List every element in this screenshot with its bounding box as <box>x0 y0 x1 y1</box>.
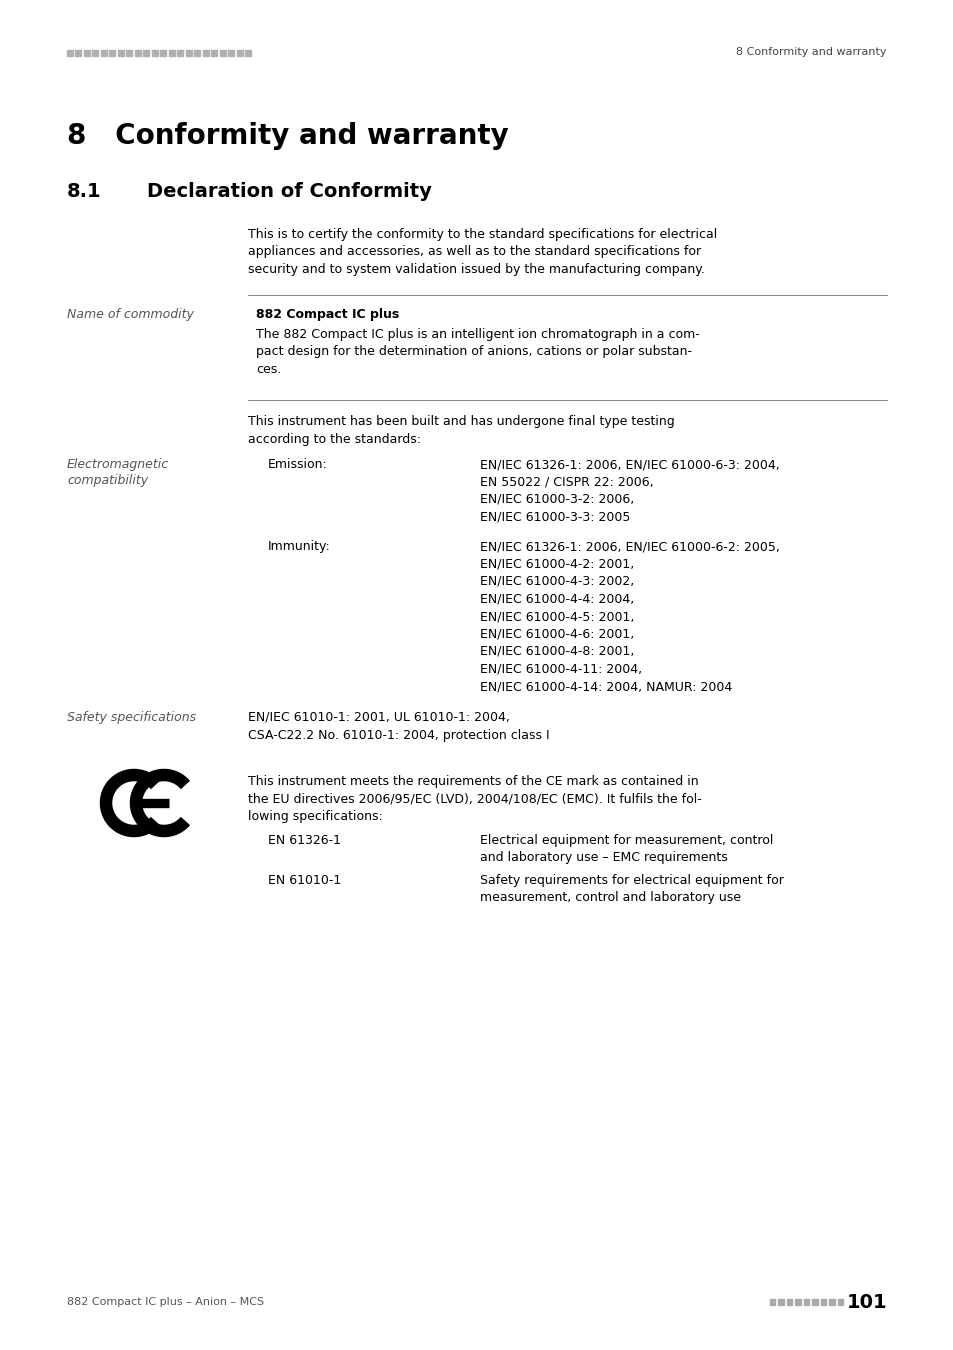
Bar <box>67 50 73 55</box>
Bar <box>229 50 234 55</box>
Bar <box>152 50 158 55</box>
Text: Immunity:: Immunity: <box>268 540 331 553</box>
Text: EN/IEC 61326-1: 2006, EN/IEC 61000-6-2: 2005,
EN/IEC 61000-4-2: 2001,
EN/IEC 610: EN/IEC 61326-1: 2006, EN/IEC 61000-6-2: … <box>479 540 779 693</box>
Bar <box>203 50 209 55</box>
Bar <box>160 50 167 55</box>
Text: 8.1: 8.1 <box>67 182 102 201</box>
Bar <box>236 50 243 55</box>
Bar <box>786 1299 792 1304</box>
Text: EN 61326-1: EN 61326-1 <box>268 834 340 846</box>
Bar <box>821 1299 825 1304</box>
Text: 882 Compact IC plus – Anion – MCS: 882 Compact IC plus – Anion – MCS <box>67 1297 264 1307</box>
Bar <box>84 50 90 55</box>
Text: This is to certify the conformity to the standard specifications for electrical
: This is to certify the conformity to the… <box>248 228 717 275</box>
Bar <box>186 50 192 55</box>
Text: EN/IEC 61326-1: 2006, EN/IEC 61000-6-3: 2004,
EN 55022 / CISPR 22: 2006,
EN/IEC : EN/IEC 61326-1: 2006, EN/IEC 61000-6-3: … <box>479 458 779 524</box>
Bar <box>118 50 124 55</box>
Text: compatibility: compatibility <box>67 474 148 487</box>
Bar <box>769 1299 775 1304</box>
Text: Name of commodity: Name of commodity <box>67 308 193 321</box>
Bar <box>803 1299 809 1304</box>
Text: EN/IEC 61010-1: 2001, UL 61010-1: 2004,
CSA-C22.2 No. 61010-1: 2004, protection : EN/IEC 61010-1: 2001, UL 61010-1: 2004, … <box>248 711 549 741</box>
Bar <box>101 50 107 55</box>
Text: Electromagnetic: Electromagnetic <box>67 458 169 471</box>
Text: This instrument has been built and has undergone final type testing
according to: This instrument has been built and has u… <box>248 414 674 446</box>
Bar <box>828 1299 834 1304</box>
Text: EN 61010-1: EN 61010-1 <box>268 873 341 887</box>
Text: 8 Conformity and warranty: 8 Conformity and warranty <box>736 47 886 57</box>
Bar <box>245 50 252 55</box>
Text: Declaration of Conformity: Declaration of Conformity <box>147 182 432 201</box>
Bar <box>143 50 150 55</box>
Bar <box>795 1299 801 1304</box>
Text: Safety requirements for electrical equipment for
measurement, control and labora: Safety requirements for electrical equip… <box>479 873 783 905</box>
Text: 101: 101 <box>845 1292 886 1311</box>
Bar <box>127 50 132 55</box>
Bar <box>212 50 217 55</box>
Text: This instrument meets the requirements of the CE mark as contained in
the EU dir: This instrument meets the requirements o… <box>248 775 701 824</box>
Bar <box>177 50 183 55</box>
Bar <box>194 50 200 55</box>
Bar <box>135 50 141 55</box>
Bar <box>778 1299 783 1304</box>
Bar <box>75 50 81 55</box>
Text: Safety specifications: Safety specifications <box>67 711 196 724</box>
Text: Electrical equipment for measurement, control
and laboratory use – EMC requireme: Electrical equipment for measurement, co… <box>479 834 773 864</box>
Bar <box>92 50 98 55</box>
Text: Emission:: Emission: <box>268 458 328 471</box>
Bar <box>220 50 226 55</box>
Text: The 882 Compact IC plus is an intelligent ion chromatograph in a com-
pact desig: The 882 Compact IC plus is an intelligen… <box>255 328 699 377</box>
Text: 882 Compact IC plus: 882 Compact IC plus <box>255 308 399 321</box>
Bar <box>169 50 174 55</box>
Bar <box>110 50 115 55</box>
Text: 8   Conformity and warranty: 8 Conformity and warranty <box>67 122 508 150</box>
Bar <box>837 1299 842 1304</box>
Bar <box>812 1299 817 1304</box>
